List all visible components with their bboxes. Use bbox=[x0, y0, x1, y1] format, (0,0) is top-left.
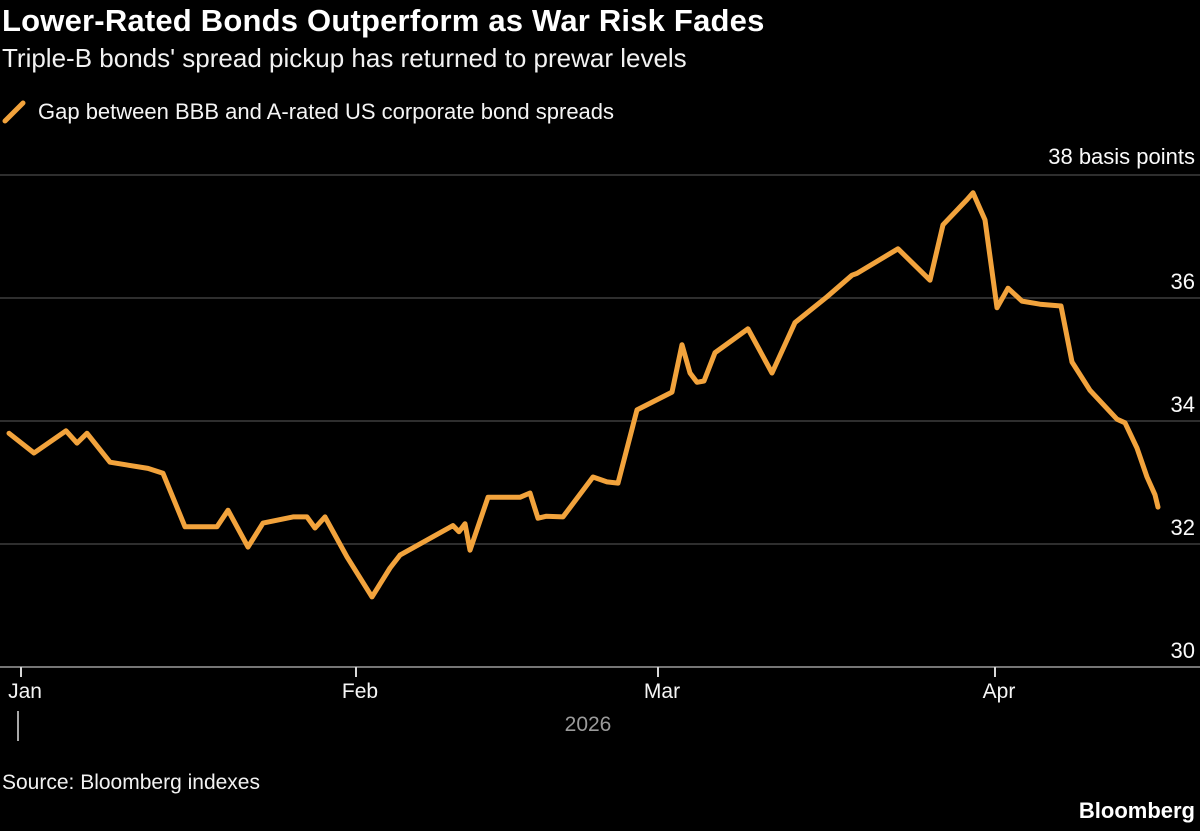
y-axis-label-32: 32 bbox=[1170, 515, 1195, 540]
legend-line-swatch-icon bbox=[2, 100, 26, 124]
x-axis-label-Apr: Apr bbox=[982, 680, 1016, 703]
bloomberg-logo: Bloomberg bbox=[1078, 798, 1195, 823]
y-axis-top-label: 38 basis points bbox=[1048, 144, 1195, 169]
y-axis-label-36: 36 bbox=[1170, 269, 1195, 294]
x-axis-year-label: 2026 bbox=[564, 713, 612, 736]
y-axis-label-34: 34 bbox=[1170, 392, 1195, 417]
legend-label: Gap between BBB and A-rated US corporate… bbox=[38, 99, 615, 124]
x-axis-label-Jan: Jan bbox=[8, 680, 42, 703]
legend: Gap between BBB and A-rated US corporate… bbox=[2, 98, 614, 126]
series-line bbox=[6, 190, 1161, 600]
x-axis-label-Mar: Mar bbox=[643, 680, 681, 703]
x-axis-label-Feb: Feb bbox=[341, 680, 379, 703]
source-note: Source: Bloomberg indexes bbox=[2, 771, 260, 794]
chart-title: Lower-Rated Bonds Outperform as War Risk… bbox=[2, 3, 765, 38]
chart-subtitle: Triple-B bonds' spread pickup has return… bbox=[2, 43, 687, 73]
y-axis-label-30: 30 bbox=[1170, 638, 1195, 663]
